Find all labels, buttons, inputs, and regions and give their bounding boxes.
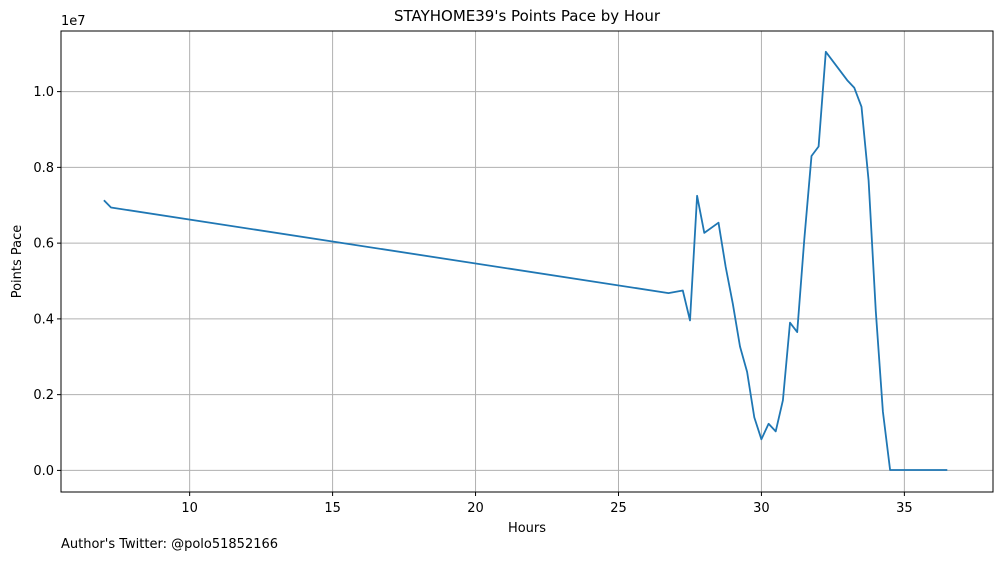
y-tick-label: 0.2	[33, 388, 54, 403]
plot-frame	[60, 30, 994, 493]
x-tick-label: 30	[753, 501, 770, 516]
x-tick-label: 10	[181, 501, 198, 516]
y-offset-label: 1e7	[61, 14, 86, 29]
y-axis-title: Points Pace	[10, 225, 25, 299]
x-tick-label: 25	[610, 501, 627, 516]
x-axis-ticks: 10 15 20 25 30 35	[181, 492, 913, 516]
y-tick-label: 0.4	[33, 312, 54, 327]
x-tick-label: 20	[467, 501, 484, 516]
y-axis-ticks: 0.0 0.2 0.4 0.6 0.8 1.0	[33, 85, 61, 479]
x-tick-label: 35	[896, 501, 913, 516]
y-tick-label: 0.6	[33, 237, 54, 252]
x-tick-label: 15	[324, 501, 341, 516]
series-line	[103, 50, 948, 471]
chart-title: STAYHOME39's Points Pace by Hour	[394, 7, 661, 25]
line-chart: STAYHOME39's Points Pace by Hour 1e7 10 1…	[10, 7, 994, 536]
y-tick-label: 0.0	[33, 464, 54, 479]
author-credit: Author's Twitter: @polo51852166	[61, 537, 279, 552]
y-tick-label: 1.0	[33, 85, 54, 100]
grid-lines	[61, 31, 993, 492]
series-layer	[103, 50, 948, 471]
x-axis-title: Hours	[508, 521, 546, 536]
y-tick-label: 0.8	[33, 161, 54, 176]
